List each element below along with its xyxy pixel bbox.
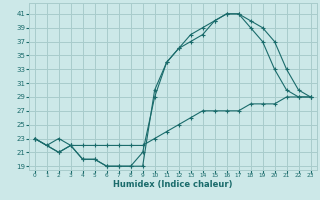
X-axis label: Humidex (Indice chaleur): Humidex (Indice chaleur) [113, 180, 232, 189]
